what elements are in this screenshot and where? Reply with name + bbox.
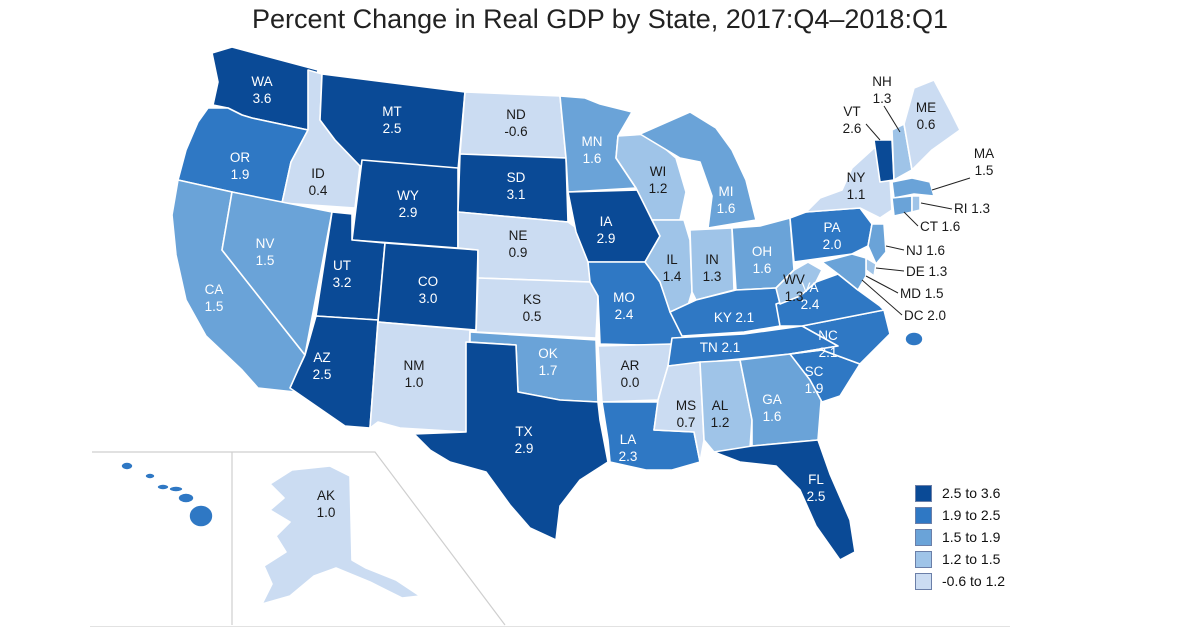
legend-label: 1.5 to 1.9: [942, 529, 1001, 545]
state-HI[interactable]: [120, 461, 214, 528]
legend: 2.5 to 3.6 1.9 to 2.5 1.5 to 1.9 1.2 to …: [915, 482, 1005, 592]
state-FL[interactable]: [713, 439, 856, 561]
label-MD: MD 1.5: [900, 286, 944, 301]
label-IA: IA 2.9: [597, 214, 616, 246]
label-AR: AR 0.0: [621, 358, 640, 390]
label-VA: VA 2.4: [801, 280, 820, 312]
label-CO: CO 3.0: [418, 274, 438, 306]
legend-label: 2.5 to 3.6: [942, 485, 1001, 501]
label-AL: AL 1.2: [711, 398, 730, 430]
label-ID: ID 0.4: [309, 166, 328, 198]
label-NE: NE 0.9: [509, 228, 528, 260]
label-NC: NC 2.1: [818, 328, 838, 360]
label-MA: MA 1.5: [974, 146, 994, 178]
state-MA[interactable]: [891, 177, 935, 199]
legend-item: 2.5 to 3.6: [915, 482, 1005, 504]
label-TX: TX 2.9: [515, 424, 534, 456]
label-MO: MO 2.4: [613, 290, 635, 322]
legend-swatch: [915, 572, 932, 590]
label-IN: IN 1.3: [703, 252, 722, 284]
label-WA: WA 3.6: [251, 74, 272, 106]
callout-labels: NH 1.3 VT 2.6 MA 1.5 RI 1.3 CT 1.6 NJ 1.6 D…: [843, 74, 995, 323]
state-TX[interactable]: [413, 341, 609, 541]
label-WV: WV 1.3: [783, 272, 805, 304]
label-VT: VT 2.6: [843, 104, 862, 136]
label-NH: NH 1.3: [872, 74, 892, 106]
legend-label: -0.6 to 1.2: [942, 573, 1006, 589]
leader-RI: [920, 202, 953, 210]
label-HI: HI 2.1: [139, 494, 158, 526]
label-IL: IL 1.4: [663, 252, 682, 284]
state-NM[interactable]: [369, 321, 471, 433]
label-RI: RI 1.3: [954, 201, 990, 216]
label-AK: AK 1.0: [317, 488, 336, 520]
label-NJ: NJ 1.6: [906, 243, 945, 258]
label-TN: TN 2.1: [700, 340, 741, 355]
leader-DC: [861, 279, 903, 316]
state-DC[interactable]: [904, 331, 924, 347]
state-AK[interactable]: [261, 465, 421, 605]
label-ME: ME 0.6: [916, 100, 936, 132]
label-NY: NY 1.1: [847, 170, 866, 202]
label-DC: DC 2.0: [904, 308, 946, 323]
leader-VT: [865, 123, 881, 141]
label-KS: KS 0.5: [523, 292, 542, 324]
leader-MD: [865, 275, 899, 294]
legend-item: 1.9 to 2.5: [915, 504, 1005, 526]
label-OK: OK 1.7: [538, 346, 558, 378]
legend-swatch: [915, 484, 932, 502]
label-MT: MT 2.5: [382, 104, 402, 136]
state-CT[interactable]: [891, 195, 913, 217]
state-RI[interactable]: [911, 195, 921, 213]
leader-NJ: [885, 245, 905, 251]
leader-DE: [875, 267, 905, 272]
label-SD: SD 3.1: [507, 170, 526, 202]
state-PA[interactable]: [789, 207, 873, 263]
state-NJ[interactable]: [867, 223, 887, 265]
label-LA: LA 2.3: [619, 432, 638, 464]
label-KY: KY 2.1: [714, 310, 754, 325]
legend-label: 1.2 to 1.5: [942, 551, 1001, 567]
label-PA: PA 2.0: [823, 220, 842, 252]
label-NM: NM 1.0: [404, 358, 425, 390]
state-ME[interactable]: [903, 79, 961, 171]
inset-frame: [92, 451, 506, 626]
label-SC: SC 1.9: [805, 364, 824, 396]
label-WI: WI 1.2: [649, 164, 668, 196]
state-labels: WA 3.6 OR 1.9 CA 1.5 ID 0.4 NV 1.5 MT 2.5 WY 2.…: [139, 74, 937, 526]
legend-item: -0.6 to 1.2: [915, 570, 1005, 592]
legend-item: 1.2 to 1.5: [915, 548, 1005, 570]
label-WY: WY 2.9: [397, 188, 419, 220]
label-MI: MI 1.6: [717, 184, 736, 216]
legend-swatch: [915, 550, 932, 568]
label-ND: ND -0.6: [504, 107, 527, 139]
label-OH: OH 1.6: [752, 244, 772, 276]
page-title: Percent Change in Real GDP by State, 201…: [252, 4, 948, 34]
label-NV: NV 1.5: [256, 236, 275, 268]
legend-swatch: [915, 506, 932, 524]
label-GA: GA 1.6: [762, 392, 782, 424]
label-MS: MS 0.7: [676, 398, 696, 430]
legend-item: 1.5 to 1.9: [915, 526, 1005, 548]
label-CA: CA 1.5: [205, 282, 224, 314]
label-MN: MN 1.6: [582, 134, 603, 166]
leader-MA: [931, 177, 971, 191]
state-MI[interactable]: [639, 111, 757, 229]
label-FL: FL 2.5: [807, 472, 826, 504]
legend-swatch: [915, 528, 932, 546]
label-DE: DE 1.3: [906, 264, 947, 279]
leader-NH: [883, 105, 901, 133]
bottom-divider: [90, 626, 1010, 627]
label-CT: CT 1.6: [920, 219, 960, 234]
state-WV[interactable]: [775, 261, 823, 305]
label-OR: OR 1.9: [230, 150, 251, 182]
state-WY[interactable]: [351, 159, 459, 249]
state-KS[interactable]: [475, 277, 599, 339]
label-UT: UT 3.2: [333, 258, 352, 290]
leader-CT: [903, 211, 919, 227]
legend-label: 1.9 to 2.5: [942, 507, 1001, 523]
label-AZ: AZ 2.5: [313, 350, 332, 382]
